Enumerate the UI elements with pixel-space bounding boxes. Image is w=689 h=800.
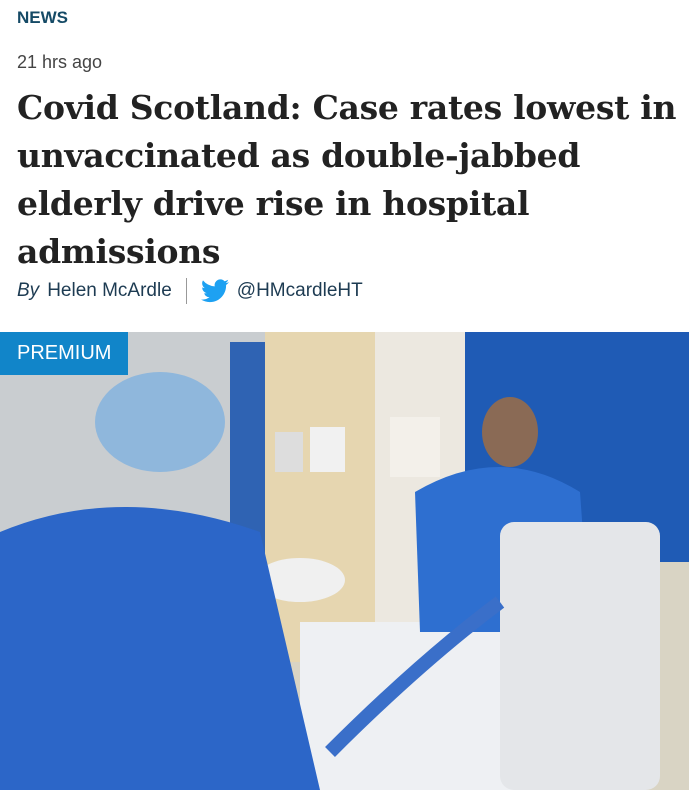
section-label[interactable]: NEWS <box>17 8 68 27</box>
timestamp: 21 hrs ago <box>17 52 103 72</box>
twitter-handle[interactable]: @HMcardleHT <box>236 280 363 301</box>
author-name[interactable]: Helen McArdle <box>47 280 172 301</box>
hospital-scene-image <box>0 332 689 790</box>
headline: Covid Scotland: Case rates lowest in unv… <box>17 88 677 271</box>
by-label: By <box>17 280 40 301</box>
divider <box>185 278 187 304</box>
premium-badge: PREMIUM <box>0 332 129 375</box>
twitter-bird-icon[interactable] <box>200 279 229 303</box>
byline: By Helen McArdle @HMcardleHT <box>17 278 363 304</box>
article-photo[interactable]: PREMIUM <box>0 332 689 790</box>
